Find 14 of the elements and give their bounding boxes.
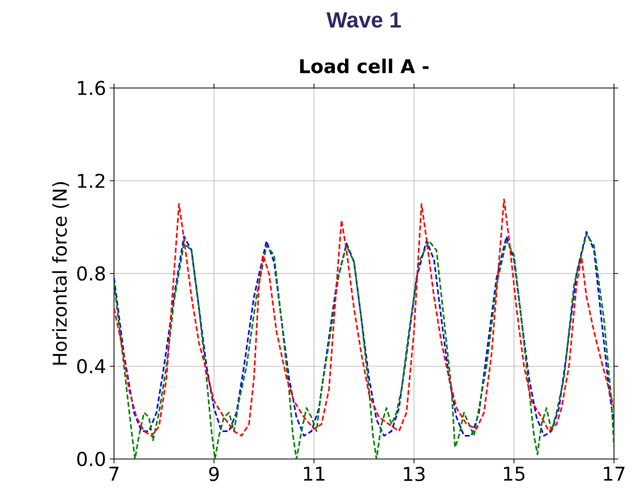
x-tick-label: 15 — [504, 466, 524, 481]
chart-subtitle: Load cell A - — [300, 58, 429, 74]
x-tick-label: 9 — [209, 466, 219, 482]
chart-title: Wave 1 — [326, 12, 401, 28]
x-tick-label: 17 — [604, 466, 624, 481]
x-tick-label: 13 — [404, 466, 425, 482]
y-tick-label: 0.4 — [77, 359, 106, 374]
y-tick-label: 0.8 — [77, 266, 105, 281]
x-tick-label: 7 — [110, 466, 118, 481]
x-tick-label: 11 — [304, 466, 324, 481]
y-tick-label: 1.6 — [78, 80, 105, 96]
y-tick-label: 1.2 — [78, 174, 104, 188]
y-axis-title: Horizontal force (N) — [52, 182, 70, 365]
y-tick-label: 0.0 — [77, 452, 105, 466]
